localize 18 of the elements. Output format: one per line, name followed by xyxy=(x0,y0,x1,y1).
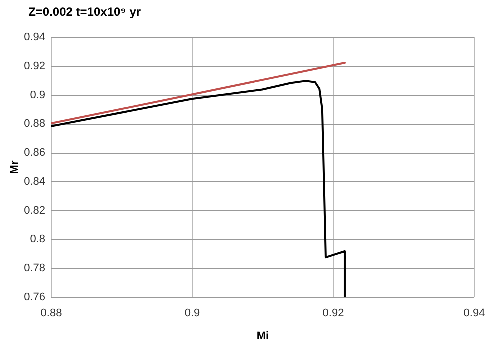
chart-title: Z=0.002 t=10x10⁹ yr xyxy=(28,5,142,19)
y-tick-label: 0.94 xyxy=(24,32,46,44)
line-series xyxy=(51,80,346,297)
y-tick-label: 0.9 xyxy=(30,89,46,102)
y-axis-title: Mr xyxy=(9,160,22,174)
x-tick-label: 0.88 xyxy=(40,308,62,320)
x-tick-label: 0.9 xyxy=(184,308,200,320)
y-tick-label: 0.86 xyxy=(24,147,46,160)
y-tick-label: 0.78 xyxy=(24,262,46,275)
x-tick-label: 0.92 xyxy=(322,308,344,320)
y-tick-label: 0.92 xyxy=(24,60,46,72)
y-tick-label: 0.84 xyxy=(24,176,46,188)
y-tick-label: 0.76 xyxy=(24,292,46,304)
x-tick-label: 0.94 xyxy=(464,308,486,320)
x-axis-title: Mi xyxy=(256,330,270,342)
y-tick-label: 0.8 xyxy=(30,234,46,246)
y-tick-label: 0.88 xyxy=(24,118,46,130)
y-tick-label: 0.82 xyxy=(24,204,46,217)
